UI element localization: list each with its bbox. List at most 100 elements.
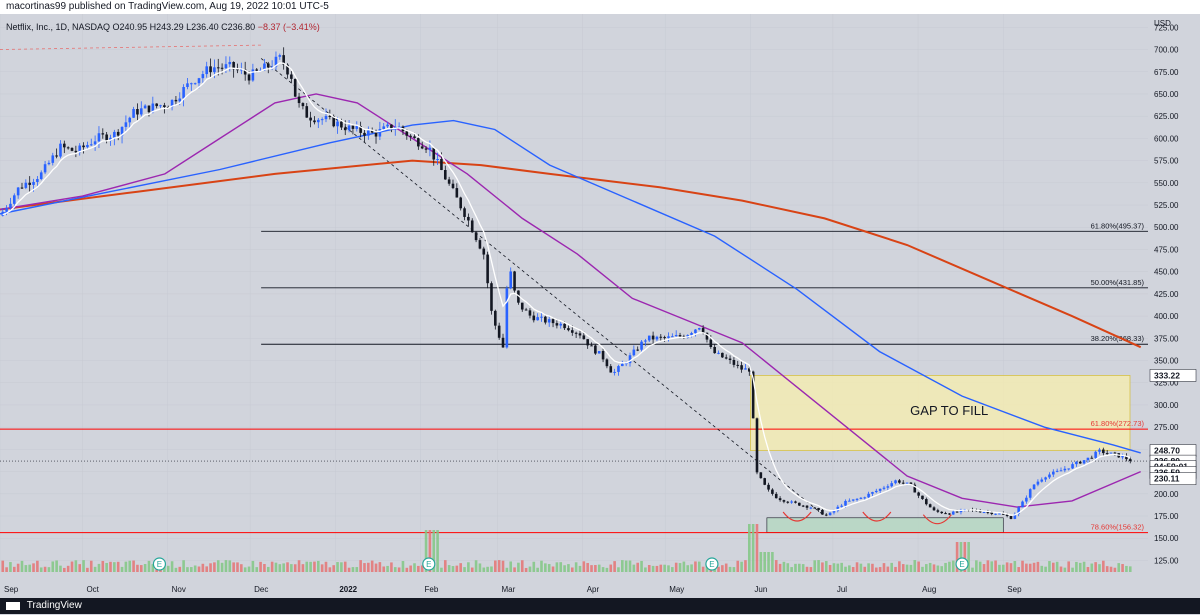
candle-body — [301, 103, 305, 107]
candle-body — [559, 323, 563, 326]
volume-bar — [436, 530, 439, 572]
volume-bar — [721, 565, 724, 572]
candle-body — [328, 116, 332, 118]
volume-bar — [9, 562, 12, 572]
candle-body — [798, 502, 801, 506]
candle-body — [721, 352, 724, 358]
candle-body — [32, 181, 35, 185]
volume-bar — [232, 562, 235, 572]
volume-bar — [871, 563, 874, 572]
candle-body — [882, 487, 886, 489]
candle-body — [701, 328, 705, 333]
volume-bar — [109, 561, 112, 572]
candle-body — [240, 69, 243, 71]
candle-body — [790, 501, 793, 503]
candle-body — [501, 337, 505, 348]
candle-body — [863, 497, 867, 499]
candle-body — [43, 164, 47, 173]
candle-body — [751, 371, 755, 419]
volume-bar — [274, 562, 278, 572]
candle-body — [536, 317, 539, 321]
candle-body — [417, 138, 420, 147]
volume-bar — [732, 567, 736, 572]
volume-bar — [801, 564, 805, 572]
candle-body — [470, 220, 474, 233]
candle-body — [305, 106, 309, 118]
candle-body — [224, 64, 228, 69]
candle-body — [1009, 516, 1013, 519]
price-badge-label: 248.70 — [1154, 446, 1180, 456]
volume-bar — [944, 562, 947, 572]
volume-bar — [393, 567, 397, 572]
candle-body — [578, 333, 582, 336]
candle-body — [955, 511, 959, 513]
volume-bar — [1125, 565, 1128, 572]
candle-body — [948, 513, 951, 515]
candle-body — [39, 172, 43, 180]
price-chart[interactable]: GAP TO FILL 61.80%(495.37) 50.00%(431.85) 3… — [0, 14, 1200, 598]
volume-bar — [282, 563, 285, 572]
volume-bar — [740, 561, 743, 572]
candle-body — [505, 288, 509, 348]
volume-bar — [116, 561, 120, 572]
volume-bar — [782, 561, 786, 572]
brand-name: TradingView — [26, 600, 82, 611]
volume-bar — [278, 564, 282, 572]
candle-body — [266, 63, 270, 68]
date-tick-label: May — [669, 585, 684, 594]
candle-body — [886, 486, 890, 488]
candle-body — [994, 513, 997, 515]
candle-body — [274, 56, 278, 67]
volume-bar — [97, 563, 101, 572]
candle-body — [390, 124, 393, 130]
candle-body — [190, 83, 193, 85]
volume-bar — [220, 562, 224, 572]
volume-bar — [474, 560, 478, 572]
price-tick-label: 150.00 — [1154, 534, 1179, 543]
candle-body — [744, 368, 747, 370]
volume-bar — [378, 562, 382, 572]
volume-bar — [1117, 563, 1121, 572]
candle-body — [624, 363, 628, 365]
candle-body — [890, 483, 893, 487]
volume-bar — [1086, 567, 1090, 572]
candle-body — [132, 109, 135, 118]
candle-body — [978, 511, 982, 513]
volume-bar — [701, 566, 705, 572]
candle-body — [186, 83, 189, 88]
candle-body — [520, 302, 524, 310]
volume-bar — [363, 563, 366, 572]
volume-bar — [894, 566, 897, 572]
candle-body — [540, 316, 543, 318]
chart-area[interactable]: GAP TO FILL 61.80%(495.37) 50.00%(431.85) 3… — [0, 14, 1200, 598]
candle-body — [170, 99, 174, 108]
volume-bar — [459, 563, 462, 572]
fib-level-label: 50.00%(431.85) — [1091, 278, 1145, 287]
candle-body — [336, 121, 339, 127]
fib-level-label: 61.80%(272.73) — [1091, 419, 1145, 428]
volume-bar — [1, 560, 5, 572]
candle-body — [36, 179, 39, 182]
volume-bar — [336, 562, 339, 572]
pattern-arc — [782, 511, 812, 522]
candle-body — [282, 55, 285, 65]
volume-bar — [305, 561, 309, 572]
candle-body — [1036, 481, 1040, 485]
trend-line-dashed — [260, 58, 825, 517]
volume-bar — [1121, 564, 1124, 572]
candle-body — [174, 99, 178, 102]
volume-bar — [209, 563, 212, 572]
candle-body — [817, 508, 820, 510]
publish-line: macortinas99 published on TradingView.co… — [6, 1, 329, 12]
price-tick-label: 300.00 — [1154, 401, 1179, 410]
candle-body — [713, 347, 716, 354]
candle-body — [467, 216, 470, 221]
volume-bar — [301, 564, 305, 572]
candle-body — [136, 109, 139, 115]
volume-bar — [1001, 564, 1005, 572]
candle-body — [597, 351, 601, 354]
candle-body — [609, 366, 613, 373]
candle-body — [801, 505, 805, 507]
volume-bar — [867, 563, 870, 572]
volume-bar — [74, 560, 78, 572]
